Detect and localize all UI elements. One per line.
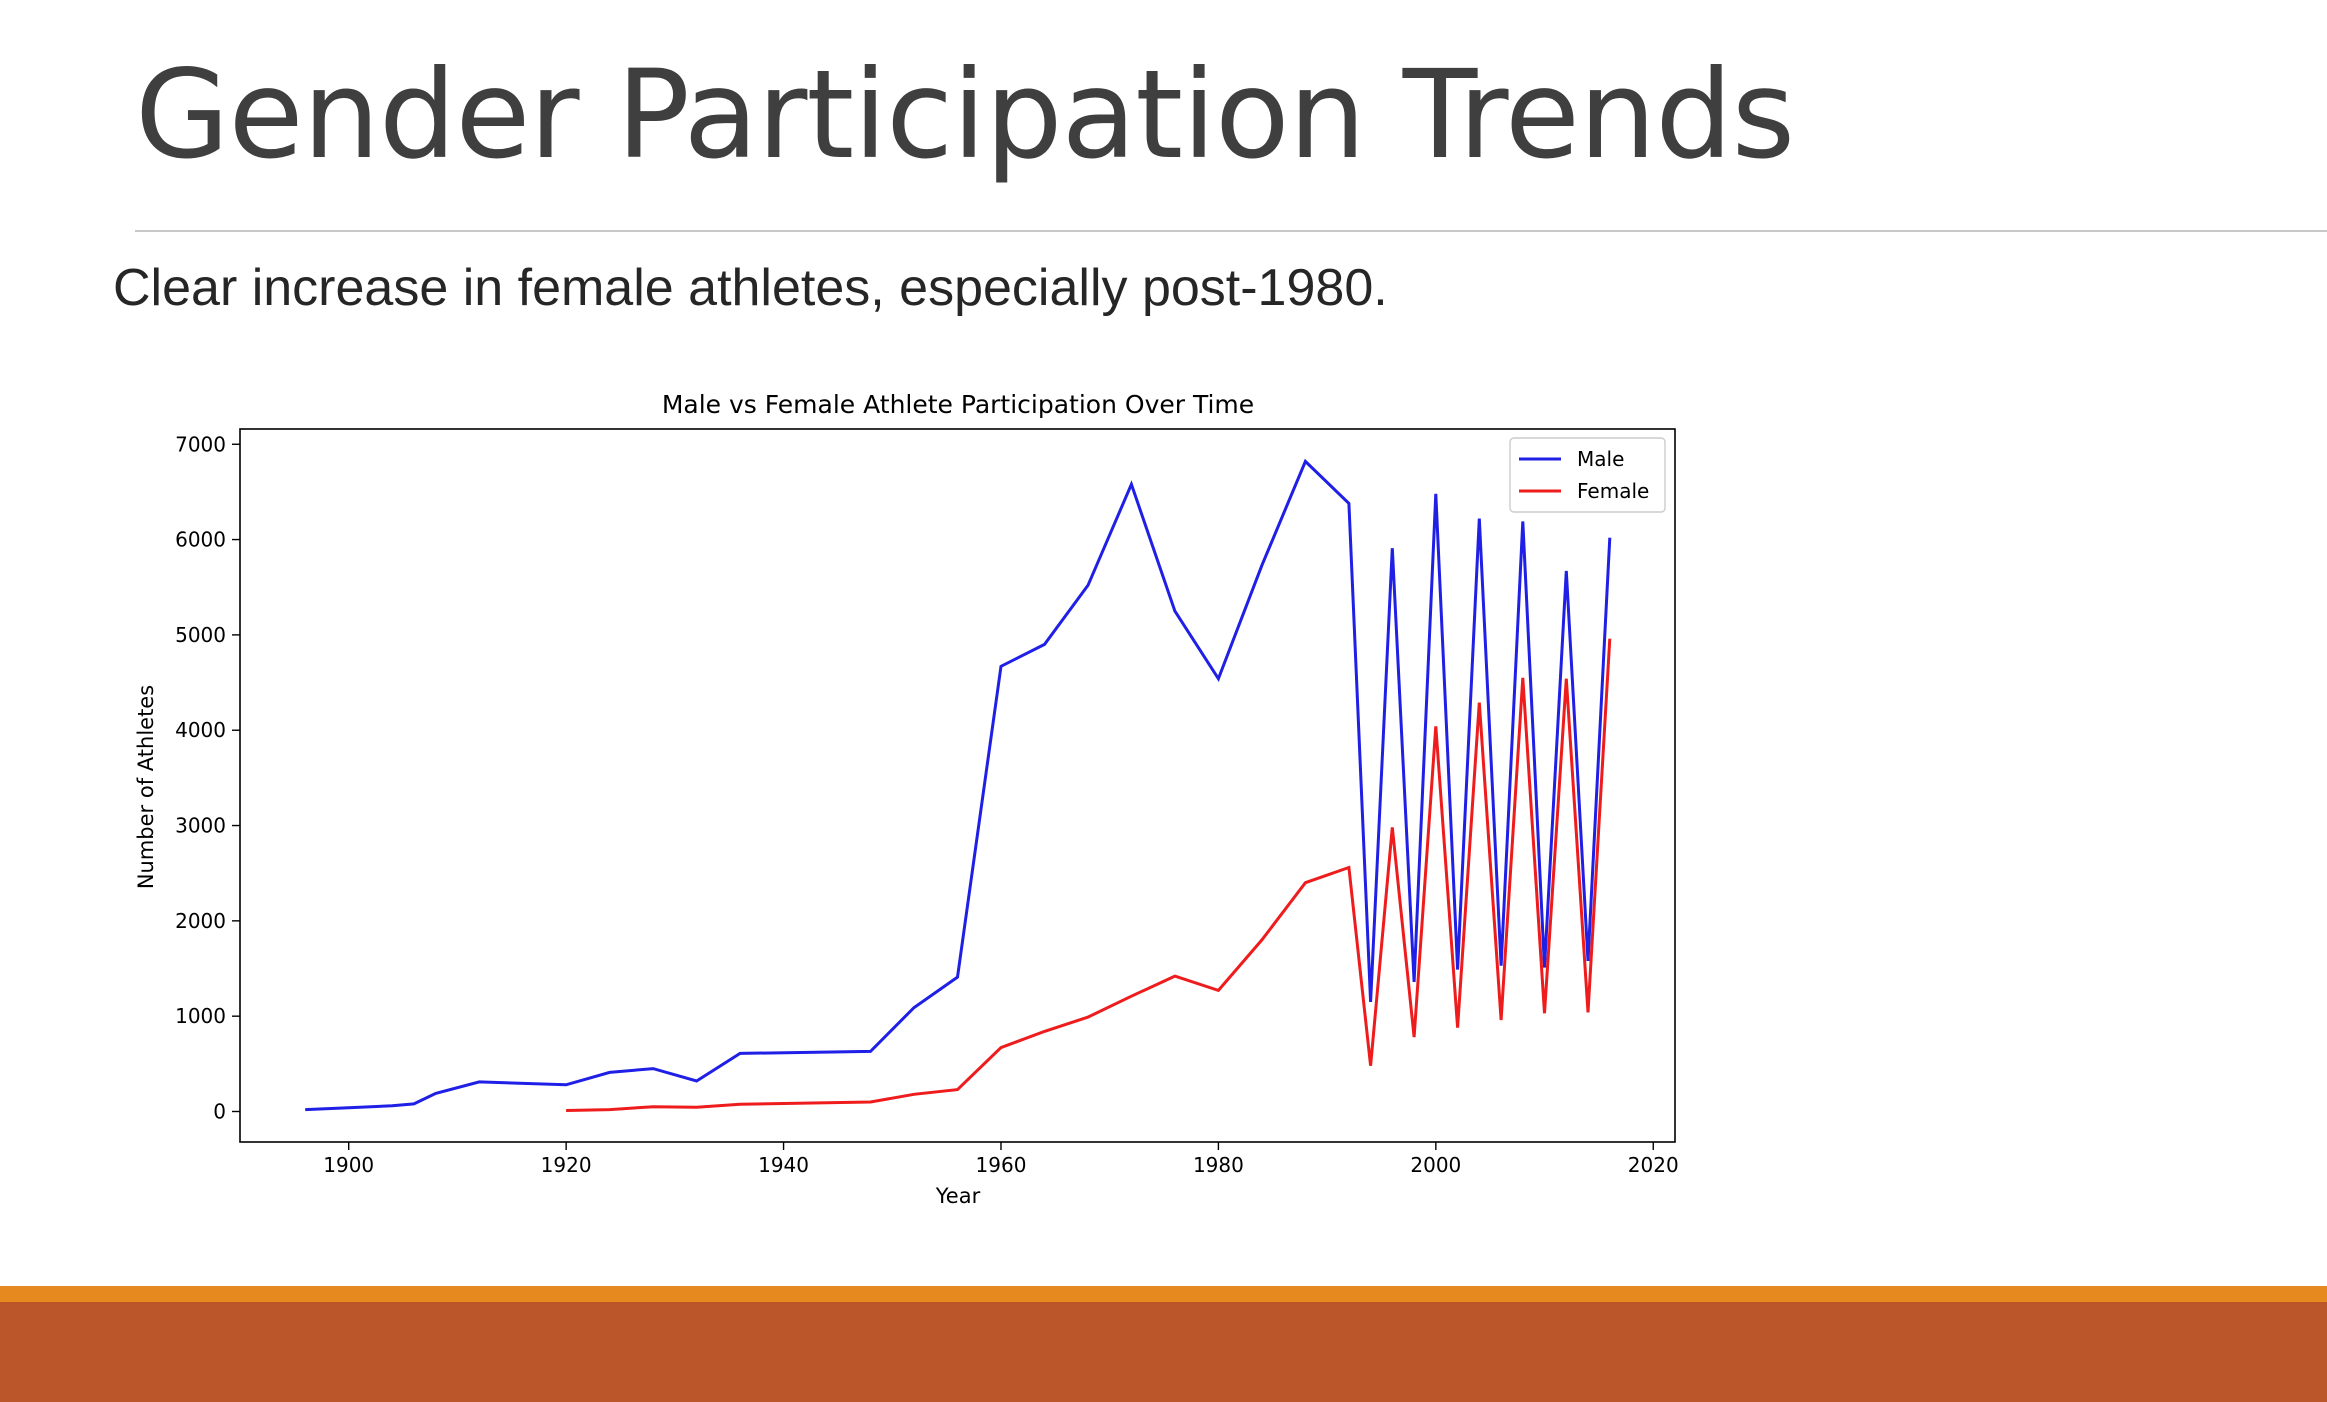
series-line-female [566,638,1612,1112]
x-tick-label: 1960 [976,1153,1027,1177]
x-tick-label: 2000 [1410,1153,1461,1177]
legend-label-female: Female [1577,479,1649,503]
slide-title: Gender Participation Trends [135,44,1795,186]
x-tick-label: 1920 [541,1153,592,1177]
y-tick-label: 5000 [175,623,226,647]
series-layer [305,458,1612,1112]
y-axis-label: Number of Athletes [134,685,158,889]
title-divider [135,230,2327,232]
plot-frame [239,428,1676,1143]
y-tick-label: 3000 [175,814,226,838]
axis-ticks: 1900 1920 1940 1960 1980 2000 2020 0 1000 2000 300… [175,432,1679,1177]
footer-band [0,1302,2327,1402]
x-tick-label: 2020 [1628,1153,1679,1177]
chart-container: Male vs Female Athlete Participation Ove… [120,375,1700,1215]
x-tick-label: 1940 [758,1153,809,1177]
y-tick-label: 7000 [175,432,226,456]
x-tick-label: 1900 [323,1153,374,1177]
legend-label-male: Male [1577,447,1624,471]
y-tick-label: 1000 [175,1004,226,1028]
series-line-male [305,458,1612,1112]
footer-accent-stripe [0,1286,2327,1302]
slide-subtitle: Clear increase in female athletes, espec… [113,259,1388,317]
legend-box [1509,437,1666,513]
y-tick-label: 6000 [175,528,226,552]
y-tick-label: 2000 [175,909,226,933]
legend: Male Female [1509,437,1666,513]
y-tick-label: 0 [213,1099,226,1123]
x-axis-label: Year [935,1184,981,1208]
chart-title: Male vs Female Athlete Participation Ove… [662,390,1254,419]
x-tick-label: 1980 [1193,1153,1244,1177]
line-chart: Male vs Female Athlete Participation Ove… [134,390,1679,1208]
y-tick-label: 4000 [175,718,226,742]
